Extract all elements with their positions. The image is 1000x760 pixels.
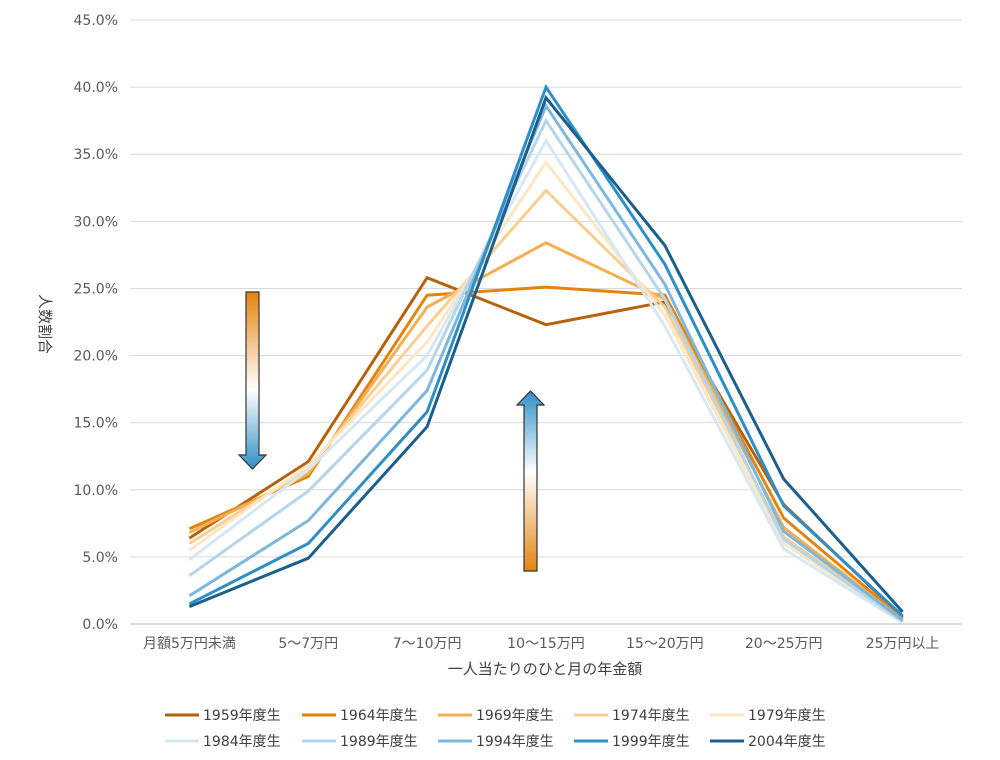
series-line-0 <box>188 275 904 619</box>
series-line-1 <box>188 285 904 620</box>
y-tick-label: 35.0% <box>74 147 118 163</box>
x-axis-ticks: 月額5万円未満 5～7万円 7～10万円 10～15万円 15～20万円 20～25万円 2… <box>143 636 940 652</box>
y-tick-label: 5.0% <box>82 550 118 566</box>
legend-label: 1989年度生 <box>340 734 418 750</box>
legend-label: 1964年度生 <box>340 708 418 724</box>
trend-arrows <box>237 291 546 572</box>
series-line-7 <box>188 102 904 622</box>
legend-label: 1999年度生 <box>612 734 690 750</box>
y-tick-label: 20.0% <box>74 349 118 365</box>
x-tick-label: 月額5万円未満 <box>143 636 236 652</box>
x-tick-label: 5～7万円 <box>278 636 338 652</box>
y-tick-label: 10.0% <box>74 483 118 499</box>
down-arrow-icon <box>237 291 268 470</box>
x-tick-label: 7～10万円 <box>393 636 462 652</box>
series-line-5 <box>188 137 904 624</box>
y-tick-label: 30.0% <box>74 214 118 230</box>
legend-label: 1979年度生 <box>748 708 826 724</box>
y-tick-label: 25.0% <box>74 281 118 297</box>
y-tick-label: 45.0% <box>74 13 118 29</box>
series-line-6 <box>188 117 904 623</box>
legend-label: 1969年度生 <box>476 708 554 724</box>
series-lines <box>188 83 904 624</box>
series-line-2 <box>188 241 904 622</box>
legend: 1959年度生 1964年度生 1969年度生 1974年度生 1979年度生 1984年… <box>165 708 826 750</box>
series-line-9 <box>188 94 904 613</box>
y-axis-title: 人数割合 <box>36 294 54 354</box>
legend-label: 1959年度生 <box>203 708 281 724</box>
x-tick-label: 15～20万円 <box>626 636 704 652</box>
y-tick-label: 0.0% <box>82 617 118 633</box>
x-tick-label: 20～25万円 <box>745 636 823 652</box>
series-line-4 <box>188 159 904 623</box>
legend-label: 2004年度生 <box>748 734 826 750</box>
legend-label: 1984年度生 <box>203 734 281 750</box>
y-axis-ticks: 0.0% 5.0% 10.0% 15.0% 20.0% 25.0% 30.0% 35.0% 40… <box>74 13 118 633</box>
y-tick-label: 40.0% <box>74 80 118 96</box>
x-axis-title: 一人当たりのひと月の年金額 <box>448 660 643 678</box>
series-line-8 <box>188 83 904 618</box>
legend-label: 1994年度生 <box>476 734 554 750</box>
x-tick-label: 25万円以上 <box>866 636 940 652</box>
y-tick-label: 15.0% <box>74 416 118 432</box>
up-arrow-icon <box>515 390 546 572</box>
x-tick-label: 10～15万円 <box>507 636 585 652</box>
legend-label: 1974年度生 <box>612 708 690 724</box>
